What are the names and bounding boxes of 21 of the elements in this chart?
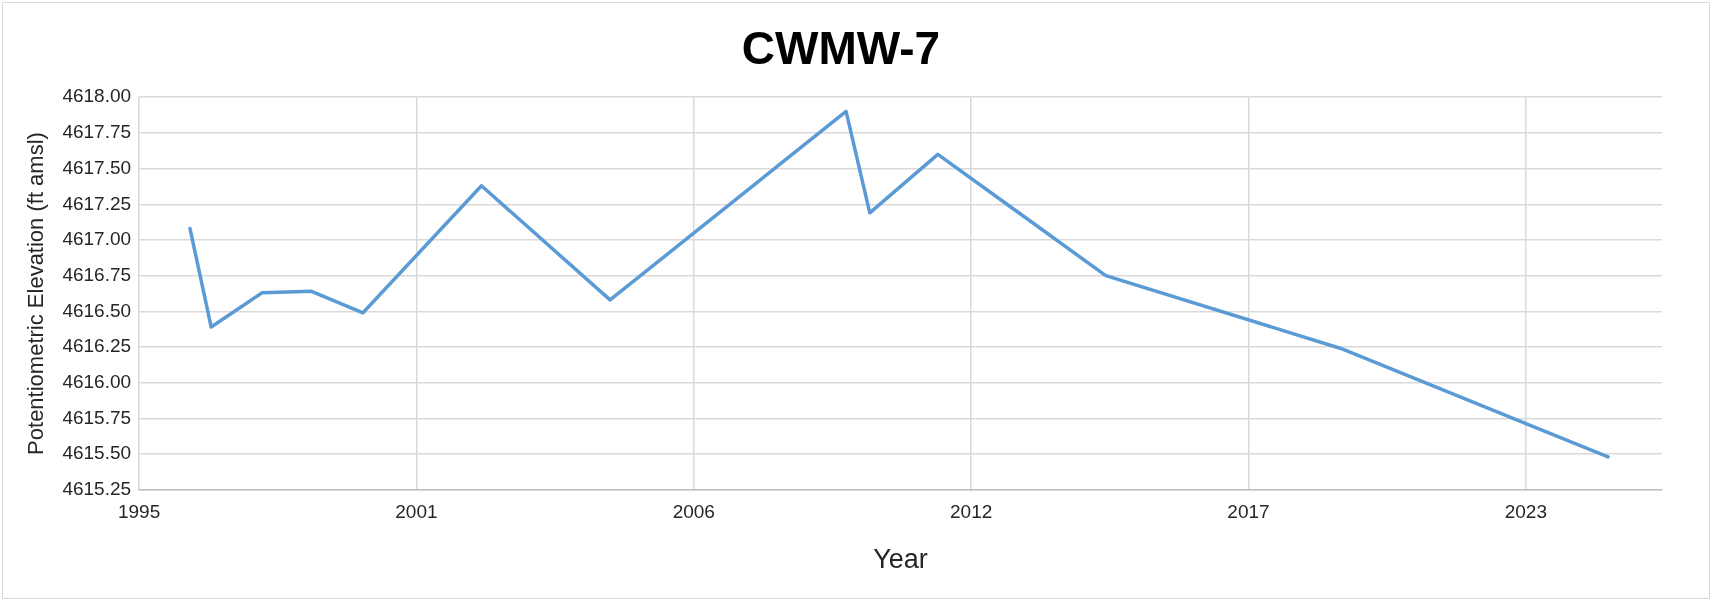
y-tick-label: 4616.75 <box>62 263 132 285</box>
y-tick-label: 4616.00 <box>62 370 132 392</box>
y-tick-label: 4616.50 <box>62 299 132 321</box>
x-tick-label: 2017 <box>1227 501 1270 523</box>
x-tick-label: 2023 <box>1504 501 1547 523</box>
x-tick-label: 2012 <box>950 501 993 523</box>
x-tick-label: 1995 <box>117 501 161 523</box>
y-tick-label: 4616.25 <box>62 335 132 357</box>
y-tick-label: 4615.75 <box>62 406 132 428</box>
y-tick-label: 4618.00 <box>62 85 132 107</box>
x-tick-label: 2001 <box>395 501 438 523</box>
y-axis-title: Potentiometric Elevation (ft amsl) <box>23 132 49 455</box>
y-tick-label: 4615.50 <box>62 442 132 464</box>
y-tick-label: 4615.25 <box>62 478 132 500</box>
y-tick-label: 4617.00 <box>62 228 132 250</box>
y-tick-label: 4617.75 <box>62 121 132 143</box>
chart-title: CWMW-7 <box>741 22 941 75</box>
x-axis-title: Year <box>873 544 928 575</box>
y-tick-label: 4617.25 <box>62 192 132 214</box>
x-tick-label: 2006 <box>672 501 715 523</box>
y-tick-label: 4617.50 <box>62 156 132 178</box>
